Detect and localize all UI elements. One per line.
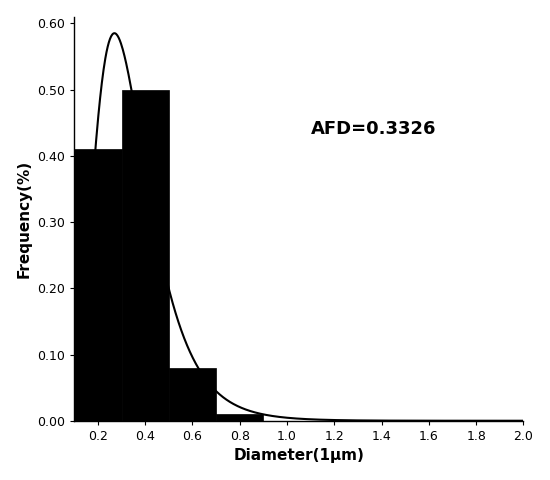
- Bar: [216, 414, 263, 421]
- Bar: [169, 368, 216, 421]
- X-axis label: Diameter(1μm): Diameter(1μm): [233, 448, 364, 463]
- Y-axis label: Frequency(%): Frequency(%): [16, 160, 32, 278]
- Bar: [74, 149, 122, 421]
- Bar: [122, 90, 169, 421]
- Text: AFD=0.3326: AFD=0.3326: [311, 120, 436, 138]
